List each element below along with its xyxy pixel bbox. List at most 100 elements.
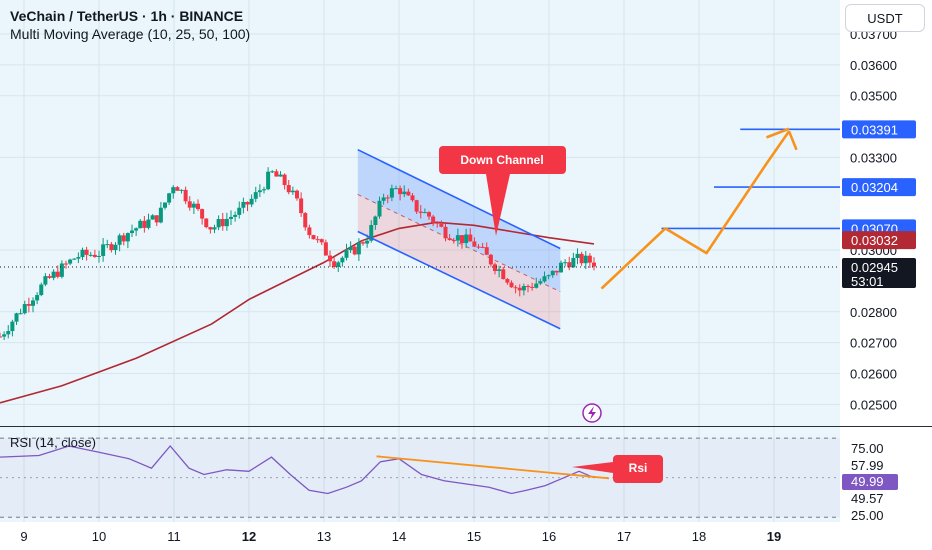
price-label-box (842, 258, 916, 289)
candle-body (431, 216, 436, 223)
candle-body (51, 271, 56, 278)
candle-body (402, 191, 407, 195)
price-label: 0.03391 (851, 122, 898, 137)
candle-body (241, 201, 246, 208)
price-label: 0.03032 (851, 233, 898, 248)
candle-body (138, 220, 143, 229)
rsi-callout-label: Rsi (629, 461, 648, 475)
candle-body (443, 226, 448, 239)
candle-body (220, 219, 225, 227)
price-axis-tick: 0.03600 (850, 58, 897, 73)
candle-body (464, 234, 469, 244)
candle-body (377, 200, 382, 217)
candle-body (332, 261, 337, 267)
rsi-band-fill (0, 438, 840, 518)
candle-body (76, 257, 81, 259)
candle-body (43, 276, 48, 285)
candle-body (179, 189, 184, 191)
candle-body (84, 249, 89, 255)
candle-body (488, 254, 493, 265)
channel-upper-fill (357, 149, 561, 292)
candle-body (266, 171, 271, 190)
candle-body (435, 222, 440, 224)
candle-body (183, 189, 188, 202)
candle-body (142, 220, 147, 228)
candle-body (517, 287, 522, 291)
candle-body (468, 234, 473, 242)
candle-body (381, 197, 386, 201)
candle-body (311, 235, 316, 240)
down-channel-label: Down Channel (460, 153, 543, 167)
candle-body (340, 257, 345, 263)
rsi-axis-tick: 49.99 (851, 474, 884, 489)
candle-body (414, 200, 419, 212)
candle-body (455, 235, 460, 241)
candle-body (72, 258, 77, 260)
candle-body (35, 295, 40, 301)
candle-body (328, 255, 332, 262)
price-axis-tick: 0.02600 (850, 367, 897, 382)
candle-body (117, 235, 122, 245)
candle-body (134, 228, 139, 231)
candle-body (295, 190, 299, 199)
candle-body (196, 203, 200, 210)
price-axis-tick: 0.02800 (850, 305, 897, 320)
candle-body (352, 246, 357, 255)
candle-body (286, 185, 291, 193)
candle-body (109, 244, 114, 251)
candle-body (167, 193, 172, 203)
candle-body (501, 269, 506, 280)
candle-body (398, 188, 403, 195)
candle-body (237, 207, 242, 215)
candle-body (505, 279, 510, 283)
time-axis-tick: 9 (20, 529, 27, 544)
projection-arrow-right (787, 130, 798, 151)
candle-body (439, 223, 444, 227)
candle-body (385, 197, 390, 199)
candle-body (534, 283, 539, 288)
candle-body (484, 247, 489, 255)
candle-body (88, 254, 93, 256)
channel-upper-line (357, 148, 561, 250)
candle-body (451, 239, 456, 241)
rsi-line (0, 444, 595, 495)
candle-body (274, 171, 279, 177)
price-label-box (842, 120, 916, 139)
candle-body (559, 262, 563, 273)
candle-body (422, 212, 427, 214)
rsi-pane (0, 427, 840, 522)
candle-body (497, 269, 502, 271)
time-axis-tick: 19 (767, 529, 781, 544)
currency-button[interactable]: USDT (845, 4, 925, 32)
indicator-title: Multi Moving Average (10, 25, 50, 100) (10, 26, 251, 42)
candle-body (546, 275, 551, 277)
time-axis-tick: 17 (617, 529, 631, 544)
time-axis-tick: 18 (692, 529, 706, 544)
candle-body (538, 281, 543, 284)
candle-body (472, 241, 477, 247)
candle-body (278, 174, 283, 177)
time-axis-tick: 11 (167, 529, 181, 544)
candle-body (447, 238, 452, 240)
rsi-callout (572, 455, 663, 483)
rsi-divergence-line (376, 455, 610, 480)
price-axis-tick: 0.02700 (850, 336, 897, 351)
price-label-box (842, 231, 916, 250)
candle-body (583, 255, 588, 264)
candle-body (567, 262, 572, 268)
candle-body (216, 219, 221, 228)
candle-body (10, 321, 15, 332)
projection-path (600, 130, 791, 290)
candle-body (97, 255, 101, 257)
candle-body (154, 215, 159, 223)
candle-body (47, 276, 52, 278)
symbol-title: VeChain / TetherUS · 1h · BINANCE (10, 8, 244, 24)
candle-body (554, 270, 559, 273)
candle-body (208, 227, 213, 230)
candle-body (80, 249, 85, 258)
candle-body (150, 215, 155, 220)
time-axis-tick: 12 (242, 529, 256, 544)
candle-body (18, 313, 23, 315)
candle-body (22, 304, 27, 314)
